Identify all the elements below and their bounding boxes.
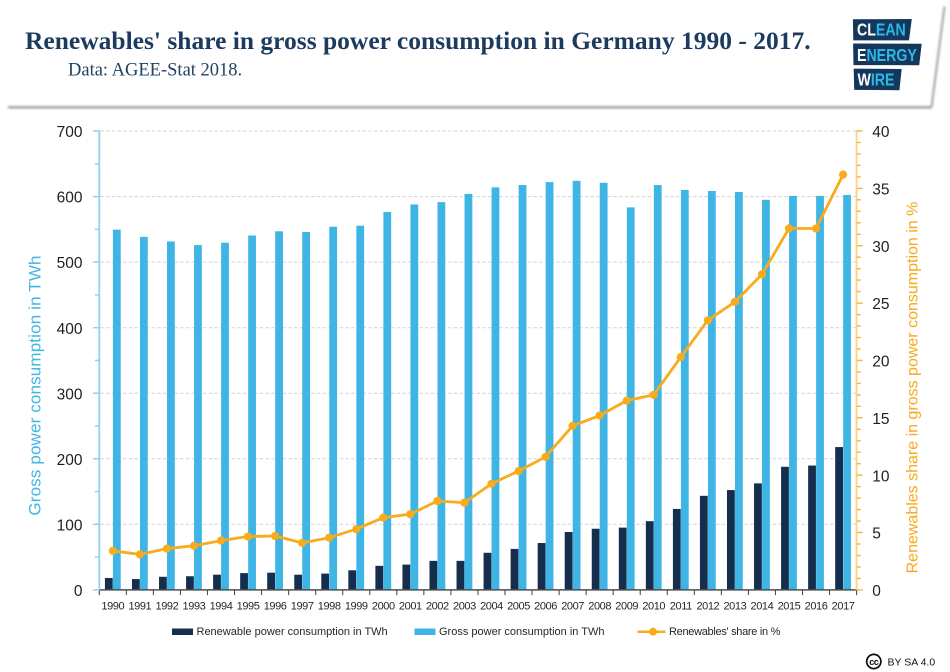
- svg-text:2013: 2013: [723, 601, 746, 613]
- svg-text:2009: 2009: [615, 601, 638, 613]
- svg-text:2016: 2016: [805, 601, 828, 613]
- svg-text:5: 5: [872, 526, 881, 543]
- svg-text:1992: 1992: [156, 601, 179, 613]
- svg-text:1996: 1996: [264, 601, 287, 613]
- svg-text:1990: 1990: [101, 601, 124, 613]
- svg-text:30: 30: [872, 239, 890, 256]
- svg-text:2017: 2017: [832, 601, 855, 613]
- svg-text:300: 300: [57, 386, 83, 403]
- svg-text:Data: AGEE-Stat 2018.: Data: AGEE-Stat 2018.: [68, 61, 242, 81]
- svg-text:cc: cc: [869, 657, 879, 667]
- svg-text:25: 25: [872, 296, 889, 313]
- svg-text:2015: 2015: [778, 601, 801, 613]
- svg-text:2011: 2011: [670, 601, 692, 613]
- svg-text:1999: 1999: [345, 601, 368, 613]
- svg-text:2003: 2003: [453, 601, 476, 613]
- svg-text:Renewable power consumption in: Renewable power consumption in TWh: [197, 626, 388, 638]
- svg-text:15: 15: [872, 411, 889, 428]
- svg-text:200: 200: [57, 452, 83, 469]
- svg-text:Gross power consumption in TWh: Gross power consumption in TWh: [25, 255, 44, 515]
- svg-text:Renewables' share in gross pow: Renewables' share in gross power consump…: [25, 26, 811, 55]
- svg-text:2008: 2008: [588, 601, 611, 613]
- svg-text:1998: 1998: [318, 601, 341, 613]
- svg-text:10: 10: [872, 468, 890, 485]
- svg-text:2002: 2002: [426, 601, 449, 613]
- svg-text:BY SA 4.0: BY SA 4.0: [888, 657, 936, 669]
- svg-text:2014: 2014: [751, 601, 774, 613]
- svg-text:0: 0: [872, 583, 881, 600]
- svg-text:Renewables share in gross powe: Renewables share in gross power consumpt…: [905, 202, 922, 574]
- svg-text:1994: 1994: [210, 601, 233, 613]
- svg-text:Renewables' share in %: Renewables' share in %: [669, 626, 781, 638]
- svg-text:1993: 1993: [183, 601, 206, 613]
- svg-text:2001: 2001: [399, 601, 422, 613]
- svg-text:ENERGY: ENERGY: [857, 47, 917, 66]
- svg-text:20: 20: [872, 354, 890, 371]
- svg-text:1997: 1997: [291, 601, 314, 613]
- svg-text:2010: 2010: [642, 601, 665, 613]
- svg-text:WIRE: WIRE: [858, 71, 895, 90]
- svg-text:2004: 2004: [480, 601, 503, 613]
- svg-text:600: 600: [57, 190, 83, 207]
- svg-text:Gross power consumption in TWh: Gross power consumption in TWh: [439, 626, 604, 638]
- svg-text:100: 100: [57, 517, 83, 534]
- svg-text:2007: 2007: [561, 601, 584, 613]
- svg-text:700: 700: [57, 124, 83, 141]
- svg-text:2005: 2005: [507, 601, 530, 613]
- svg-text:2006: 2006: [534, 601, 557, 613]
- svg-text:400: 400: [57, 321, 83, 338]
- svg-text:1991: 1991: [128, 601, 151, 613]
- svg-text:0: 0: [74, 583, 83, 600]
- svg-text:CLEAN: CLEAN: [857, 21, 906, 40]
- svg-text:2012: 2012: [696, 601, 719, 613]
- svg-text:40: 40: [872, 124, 890, 141]
- svg-text:500: 500: [57, 255, 83, 272]
- svg-text:1995: 1995: [237, 601, 260, 613]
- svg-text:2000: 2000: [372, 601, 395, 613]
- svg-text:35: 35: [872, 182, 889, 199]
